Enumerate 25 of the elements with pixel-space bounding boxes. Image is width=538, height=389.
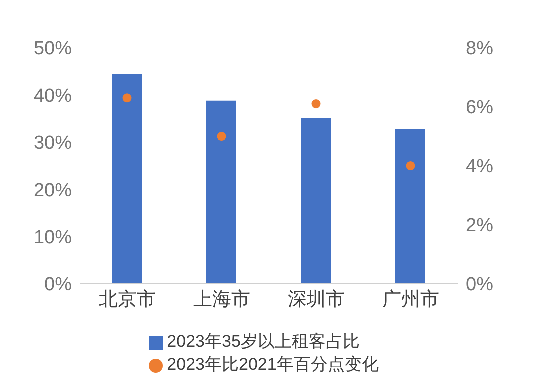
bar — [396, 129, 426, 284]
point — [406, 161, 416, 171]
y-tick-label: 30% — [34, 133, 72, 154]
y2-tick-label: 4% — [466, 156, 494, 178]
y-tick-label: 10% — [34, 228, 72, 249]
legend-label: 2023年35岁以上租客占比 — [167, 332, 360, 351]
y2-tick-label: 6% — [466, 98, 494, 119]
y-tick-label: 20% — [34, 180, 72, 202]
point — [312, 100, 321, 109]
y2-tick-label: 8% — [466, 38, 494, 60]
bar — [206, 100, 236, 284]
y-tick-label: 0% — [44, 274, 72, 296]
y-tick-label: 50% — [34, 38, 72, 60]
x-tick-label: 北京市 — [98, 288, 156, 310]
bar — [112, 74, 142, 284]
x-tick-label: 广州市 — [382, 288, 440, 310]
point — [122, 94, 132, 103]
bar — [301, 118, 331, 284]
y2-tick-label: 2% — [466, 216, 494, 237]
x-tick-label: 上海市 — [193, 288, 250, 310]
legend-label: 2023年比2021年百分点变化 — [167, 355, 379, 374]
y2-tick-label: 0% — [466, 274, 494, 296]
point — [217, 132, 226, 142]
x-tick-label: 深圳市 — [288, 288, 345, 310]
y-tick-label: 40% — [34, 86, 72, 107]
